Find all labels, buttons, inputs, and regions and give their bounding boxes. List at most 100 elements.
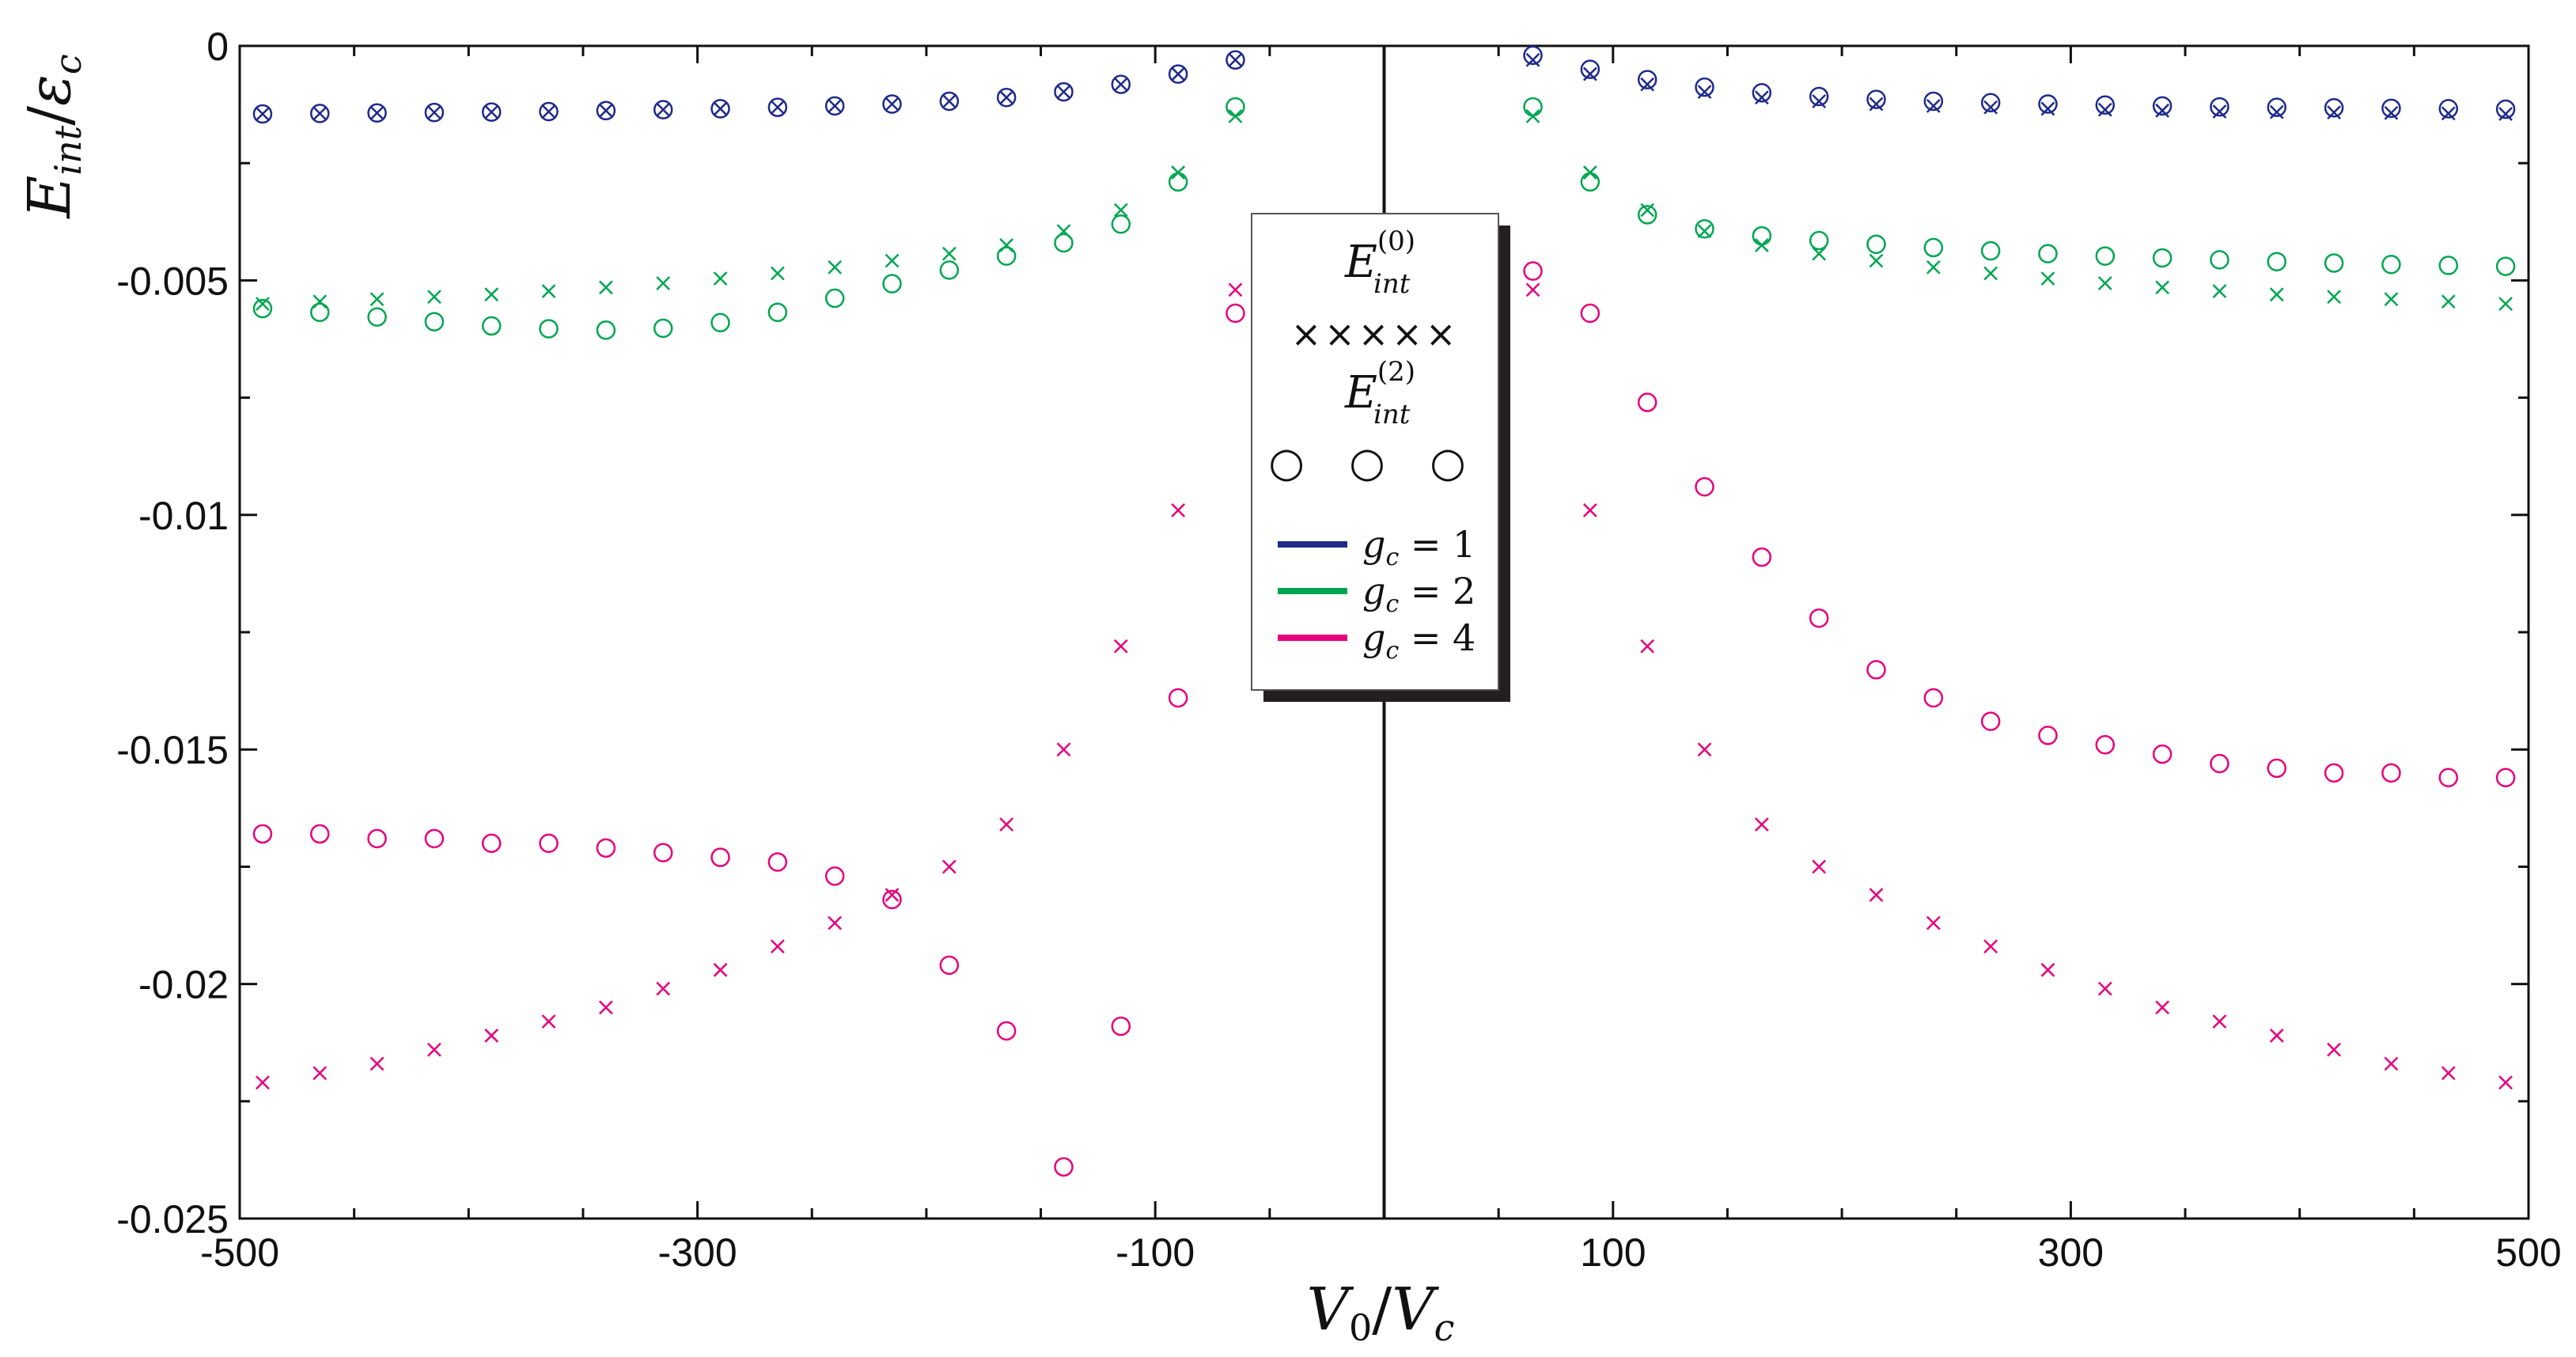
circle-marker [1580, 172, 1601, 192]
cross-marker [2097, 276, 2112, 290]
circle-marker [2038, 244, 2058, 263]
x-tick-label: 300 [2038, 1230, 2104, 1275]
cross-marker [2097, 102, 2112, 117]
circle-marker [539, 101, 559, 122]
circle-marker [882, 274, 902, 294]
x-axis-title-sub: 0 [1349, 1306, 1372, 1349]
cross-marker [1812, 246, 1827, 261]
cross-marker [1697, 85, 1712, 99]
circle-marker [2381, 763, 2401, 783]
legend-gc4-sub: c [1385, 637, 1399, 665]
cross-marker [369, 105, 385, 120]
legend-e2-sup: (2) [1377, 356, 1415, 388]
circle-marker [767, 97, 788, 117]
circle-marker [1054, 1157, 1074, 1177]
cross-marker [2212, 1014, 2227, 1029]
circle-marker [1637, 205, 1657, 225]
cross-marker [1983, 100, 1998, 115]
series-5 [252, 261, 2516, 1177]
circle-marker [2152, 248, 2173, 268]
cross-marker [941, 94, 957, 108]
cross-marker [941, 246, 957, 261]
circle-marker [1695, 77, 1714, 97]
cross-marker [2155, 1000, 2170, 1015]
axis-ticks [238, 44, 2530, 1220]
circle-marker [1923, 237, 1944, 258]
cross-marker [828, 260, 843, 275]
circle-marker [2324, 763, 2344, 783]
x-axis-title-sub2: c [1434, 1306, 1455, 1349]
cross-marker [2327, 105, 2341, 120]
cross-marker [1582, 66, 1597, 81]
circle-marker [1580, 59, 1601, 79]
cross-marker [770, 266, 785, 281]
cross-marker [1926, 915, 1941, 931]
circle-marker [481, 833, 502, 854]
circle-marker [2438, 99, 2458, 119]
circle-marker [710, 847, 730, 867]
circle-marker [1637, 392, 1657, 412]
circle-marker [1523, 97, 1543, 117]
circle-marker [653, 318, 673, 339]
legend-label-gc2: gc = 2 [1362, 570, 1476, 618]
cross-marker [2269, 1028, 2284, 1043]
legend-gc1-sub: c [1385, 544, 1399, 571]
circle-marker [1168, 64, 1188, 84]
legend-e2-sub: int [1373, 399, 1411, 430]
legend-gc2-main: g [1362, 570, 1385, 612]
cross-marker [1983, 266, 1998, 281]
cross-marker [313, 106, 328, 121]
cross-marker [770, 939, 785, 954]
circle-marker [2381, 254, 2401, 275]
circle-marker [1580, 303, 1601, 324]
cross-marker [1640, 639, 1655, 654]
cross-marker [256, 107, 270, 121]
circle-marker [824, 866, 845, 886]
series-3 [252, 97, 2516, 340]
circle-marker [1980, 711, 2001, 731]
cross-marker [427, 290, 441, 305]
y-tick-label: -0.025 [116, 1197, 229, 1241]
circle-marker [2267, 97, 2287, 117]
cross-marker [2441, 106, 2456, 121]
circle-marker [2038, 726, 2058, 745]
cross-marker [369, 1056, 385, 1071]
cross-marker [2040, 101, 2055, 116]
cross-marker [2097, 981, 2112, 996]
circle-marker [1809, 230, 1829, 251]
cross-marker [999, 90, 1014, 105]
cross-marker [2155, 280, 2170, 295]
cross-marker [2498, 107, 2513, 121]
cross-marker [1171, 66, 1186, 81]
cross-marker [1697, 742, 1712, 757]
legend-e2-main: E [1344, 367, 1377, 419]
cross-marker [2498, 1075, 2513, 1090]
cross-marker [2384, 1056, 2399, 1071]
cross-marker [2498, 297, 2513, 311]
cross-marker [256, 1075, 270, 1090]
cross-marker [541, 104, 556, 119]
circle-marker [824, 288, 845, 309]
cross-marker [1869, 253, 1884, 268]
series-0 [256, 52, 2513, 121]
circle-marker [1225, 50, 1245, 70]
circle-marker [1752, 83, 1772, 103]
circle-marker [252, 824, 273, 844]
y-tick-label: -0.005 [116, 259, 229, 303]
circle-marker [310, 302, 330, 322]
circle-marker [2038, 94, 2058, 114]
circle-marker [2210, 250, 2229, 270]
cross-marker [1869, 888, 1884, 902]
x-axis-title: V0/Vc [1307, 1276, 1455, 1349]
cross-marker [2155, 103, 2170, 118]
circle-marker [2095, 246, 2116, 266]
circle-marker [596, 838, 616, 858]
circle-marker [424, 312, 445, 332]
cross-marker [2384, 105, 2399, 120]
legend-gc2-sub: c [1385, 590, 1399, 618]
circle-marker [882, 889, 902, 910]
cross-marker [1869, 97, 1884, 112]
cross-marker [484, 104, 499, 119]
circle-marker [252, 298, 273, 319]
legend-label-e0: E(0) [1344, 226, 1415, 288]
